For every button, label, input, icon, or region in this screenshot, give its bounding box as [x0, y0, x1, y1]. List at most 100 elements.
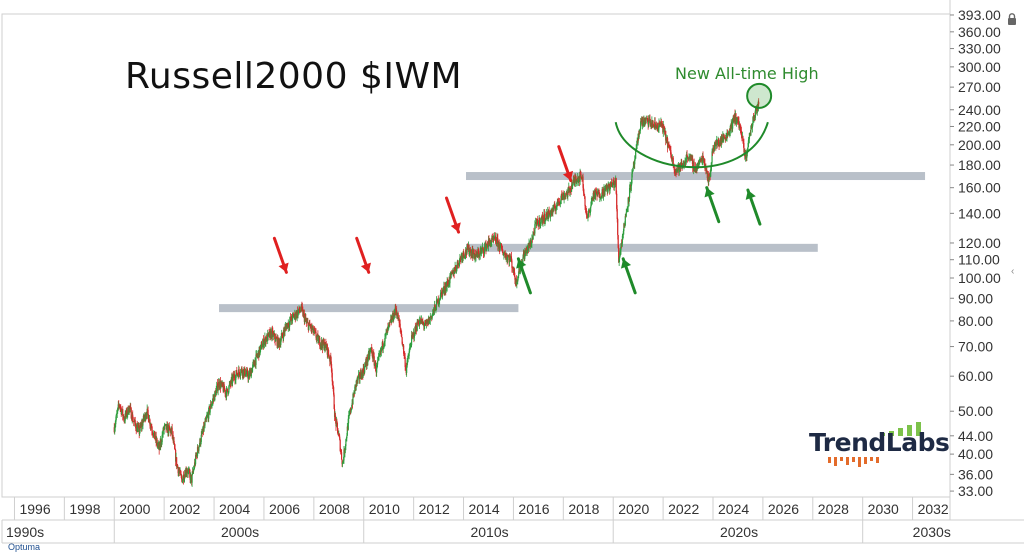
candle-body: [466, 246, 469, 247]
candle-body: [548, 211, 550, 218]
candle-body: [202, 431, 204, 433]
candle-body: [536, 219, 538, 221]
candle-body: [421, 319, 423, 324]
candle-body: [462, 256, 464, 260]
candle-body: [742, 136, 744, 142]
candle-body: [223, 384, 225, 390]
y-tick-label: 40.00: [958, 446, 993, 462]
candle-body: [301, 304, 303, 308]
candle-body: [236, 370, 238, 376]
candle-body: [116, 413, 118, 415]
candle-body: [757, 101, 759, 112]
candle-body: [333, 394, 335, 409]
candle-body: [363, 367, 365, 372]
candle-body: [308, 324, 310, 330]
candle-body: [639, 128, 641, 134]
candle-body: [282, 335, 284, 337]
candle-body: [487, 239, 490, 247]
candle-body: [496, 237, 498, 244]
candle-body: [154, 431, 156, 439]
candle-body: [532, 232, 534, 236]
candle-body: [616, 193, 618, 209]
candle-body: [605, 185, 607, 188]
candle-body: [230, 384, 232, 385]
candle-body: [454, 271, 456, 274]
candle-body: [271, 329, 273, 331]
candle-body: [230, 379, 232, 385]
candle-body: [564, 195, 566, 197]
candle-body: [593, 194, 595, 200]
candle-body: [587, 216, 589, 218]
candle-body: [118, 404, 120, 406]
candle-body: [261, 343, 264, 348]
candle-body: [315, 332, 317, 338]
candle-body: [212, 398, 215, 400]
candle-body: [316, 337, 318, 340]
candle-body: [174, 448, 176, 450]
candle-body: [504, 253, 506, 258]
candle-body: [138, 426, 140, 434]
candle-body: [357, 376, 359, 381]
candle-body: [340, 452, 343, 460]
candle-body: [132, 414, 134, 421]
candle-body: [441, 290, 444, 297]
candle-body: [186, 471, 188, 474]
candle-body: [215, 389, 217, 396]
candle-body: [359, 378, 361, 379]
candle-body: [214, 391, 216, 401]
candle-body: [490, 242, 492, 244]
candle-body: [418, 321, 421, 325]
candle-body: [544, 220, 546, 223]
candle-body: [618, 258, 620, 263]
x-tick-label: 2032: [918, 501, 949, 517]
candle-body: [744, 157, 747, 159]
candle-body: [134, 420, 136, 425]
candle-body: [586, 214, 588, 217]
candle-body: [565, 193, 568, 195]
candle-body: [170, 429, 172, 434]
candle-body: [589, 207, 591, 214]
candle-body: [563, 196, 565, 200]
candle-body: [546, 216, 548, 220]
candle-body: [483, 246, 486, 254]
candle-body: [434, 306, 437, 311]
candle-body: [327, 348, 329, 354]
candle-body: [440, 291, 443, 293]
candle-body: [347, 418, 349, 430]
collapse-handle-icon[interactable]: ‹: [1011, 266, 1015, 277]
candle-body: [585, 208, 587, 213]
candle-body: [497, 243, 499, 247]
candle-body: [478, 252, 480, 257]
candle-body: [595, 191, 598, 195]
candle-body: [588, 210, 591, 212]
candle-body: [714, 142, 716, 145]
candle-body: [192, 471, 194, 472]
candle-body: [654, 121, 656, 128]
candle-body: [677, 167, 679, 170]
candle-body: [384, 341, 386, 344]
candle-body: [272, 333, 274, 337]
candle-body: [530, 243, 532, 247]
candle-body: [602, 195, 605, 197]
candle-body: [489, 239, 491, 243]
lock-icon[interactable]: [1005, 12, 1019, 26]
candle-body: [260, 345, 262, 348]
candle-body: [642, 122, 645, 125]
candle-body: [630, 183, 633, 187]
candle-body: [333, 408, 336, 417]
candle-body: [622, 231, 624, 235]
candle-body: [579, 172, 582, 175]
candle-body: [150, 425, 152, 428]
candle-body: [626, 210, 628, 213]
candle-body: [655, 126, 658, 127]
candle-body: [434, 304, 436, 307]
candle-body: [154, 438, 156, 440]
candle-body: [599, 196, 601, 199]
candle-body: [576, 181, 578, 183]
candle-body: [456, 264, 458, 270]
candle-body: [661, 124, 663, 127]
candle-body: [692, 158, 694, 168]
candle-body: [330, 355, 332, 362]
candle-body: [565, 193, 567, 197]
candle-body: [595, 191, 597, 192]
